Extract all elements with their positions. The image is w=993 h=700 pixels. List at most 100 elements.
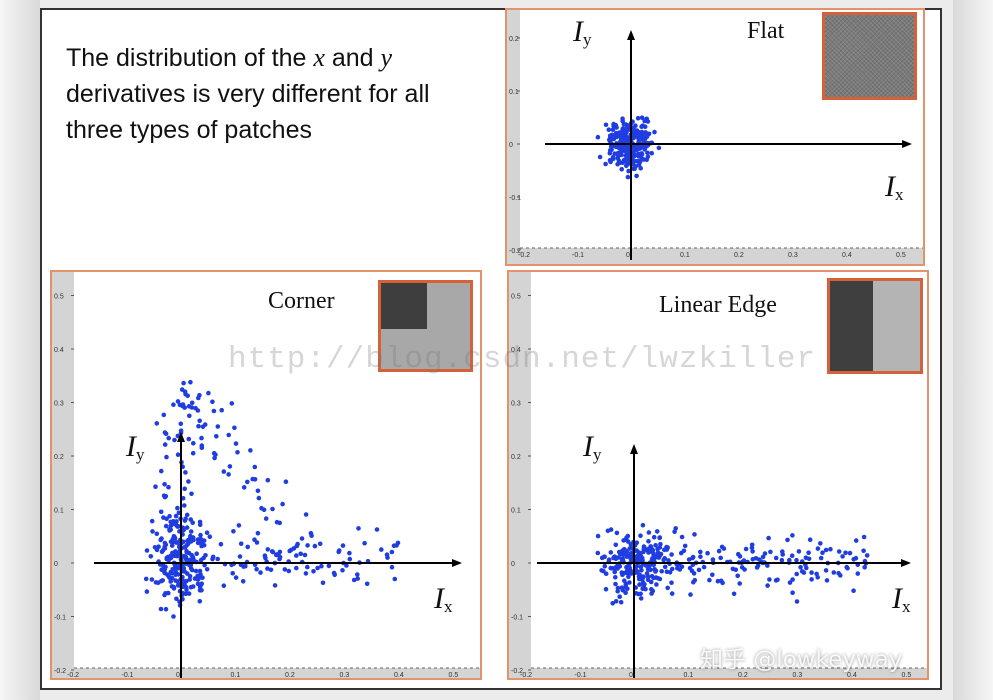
corner-patch-thumbnail [378, 280, 473, 372]
corner-ylabel: Iy [126, 430, 145, 465]
data-point [211, 451, 217, 456]
data-point [173, 578, 178, 583]
data-point [643, 130, 648, 135]
data-point [255, 488, 261, 494]
data-point [653, 543, 658, 548]
data-point [799, 569, 805, 574]
data-point [188, 517, 193, 522]
data-point [154, 421, 160, 426]
data-point [659, 569, 664, 574]
x-tick-label: -0.2 [520, 672, 532, 678]
data-point [768, 549, 773, 555]
data-point [263, 555, 268, 561]
data-point [638, 596, 644, 601]
data-point [767, 577, 772, 582]
data-point [167, 513, 172, 519]
x-tick-label: 0 [629, 672, 633, 678]
data-point [210, 554, 216, 560]
data-point [191, 441, 196, 446]
data-point [705, 550, 710, 556]
data-point [336, 548, 342, 553]
corner-ylabel-sub: y [136, 445, 145, 464]
data-point [319, 563, 324, 569]
data-point [150, 529, 155, 534]
data-point [608, 565, 613, 571]
data-point [149, 518, 155, 524]
x-tick-label: -0.1 [122, 672, 134, 678]
data-point [595, 533, 601, 539]
data-point [303, 512, 309, 517]
y-tick-label: -0.2 [511, 668, 523, 675]
data-point [364, 581, 370, 587]
data-point [166, 484, 171, 490]
data-point [252, 477, 258, 482]
data-point [274, 552, 280, 557]
data-point [626, 168, 631, 174]
data-point [625, 145, 630, 150]
data-point [162, 540, 168, 546]
data-point [818, 555, 824, 561]
data-point [773, 555, 779, 561]
data-point [607, 148, 613, 153]
data-point [627, 580, 632, 585]
y-tick-label: -0.2 [509, 248, 521, 255]
data-point [158, 606, 164, 612]
data-point [621, 570, 627, 576]
data-point [862, 565, 867, 570]
data-point [392, 576, 398, 582]
data-point [619, 152, 624, 158]
data-point [197, 568, 203, 574]
x-axis-arrowhead [902, 140, 912, 148]
data-point [861, 548, 866, 554]
data-point [649, 150, 654, 156]
y-tick-label: 0.4 [511, 347, 521, 354]
data-point [162, 430, 168, 435]
data-point [658, 551, 664, 557]
data-point [356, 526, 361, 531]
data-point [665, 545, 670, 550]
data-point [616, 145, 622, 151]
data-point [615, 154, 621, 159]
data-point [624, 126, 629, 131]
x-tick-label: 0.2 [738, 672, 748, 678]
flat-panel: 0.2 0.1 0 -0.1 -0.2 -0.2 -0.1 0 0.1 0.2 0.3 0.4 0.5 … [505, 8, 925, 266]
data-point [645, 154, 651, 159]
data-point [739, 565, 745, 570]
x-tick-label: 0.3 [793, 672, 803, 678]
data-point [167, 527, 172, 532]
data-point [844, 564, 849, 570]
data-point [796, 549, 802, 554]
data-point [618, 600, 624, 605]
data-point [692, 532, 697, 537]
data-point [749, 542, 755, 548]
corner-xlabel: Ix [434, 582, 453, 617]
data-point [152, 545, 158, 550]
watermark-text: http://blog.csdn.net/lwzkiller [228, 342, 817, 377]
data-point [199, 541, 204, 547]
data-point [168, 579, 173, 584]
data-point [779, 557, 785, 563]
data-point [634, 173, 639, 179]
data-point [608, 138, 613, 144]
data-point [803, 555, 809, 560]
data-point [317, 541, 323, 547]
x-tick-label: 0.4 [847, 672, 857, 678]
data-point [606, 127, 612, 132]
data-point [226, 432, 231, 438]
data-point [864, 553, 870, 558]
data-point [203, 553, 208, 558]
data-point [657, 535, 663, 540]
data-point [197, 599, 203, 604]
data-point [294, 553, 299, 558]
data-point [175, 399, 181, 404]
data-point [613, 581, 618, 587]
x-axis-arrowhead [452, 559, 462, 567]
data-point [299, 536, 305, 541]
data-point [255, 530, 261, 536]
data-point [639, 115, 645, 120]
y-tick-label: 0.1 [509, 89, 519, 96]
data-point [673, 526, 678, 531]
data-point [787, 557, 792, 563]
data-point [640, 522, 646, 528]
data-point [309, 533, 314, 538]
